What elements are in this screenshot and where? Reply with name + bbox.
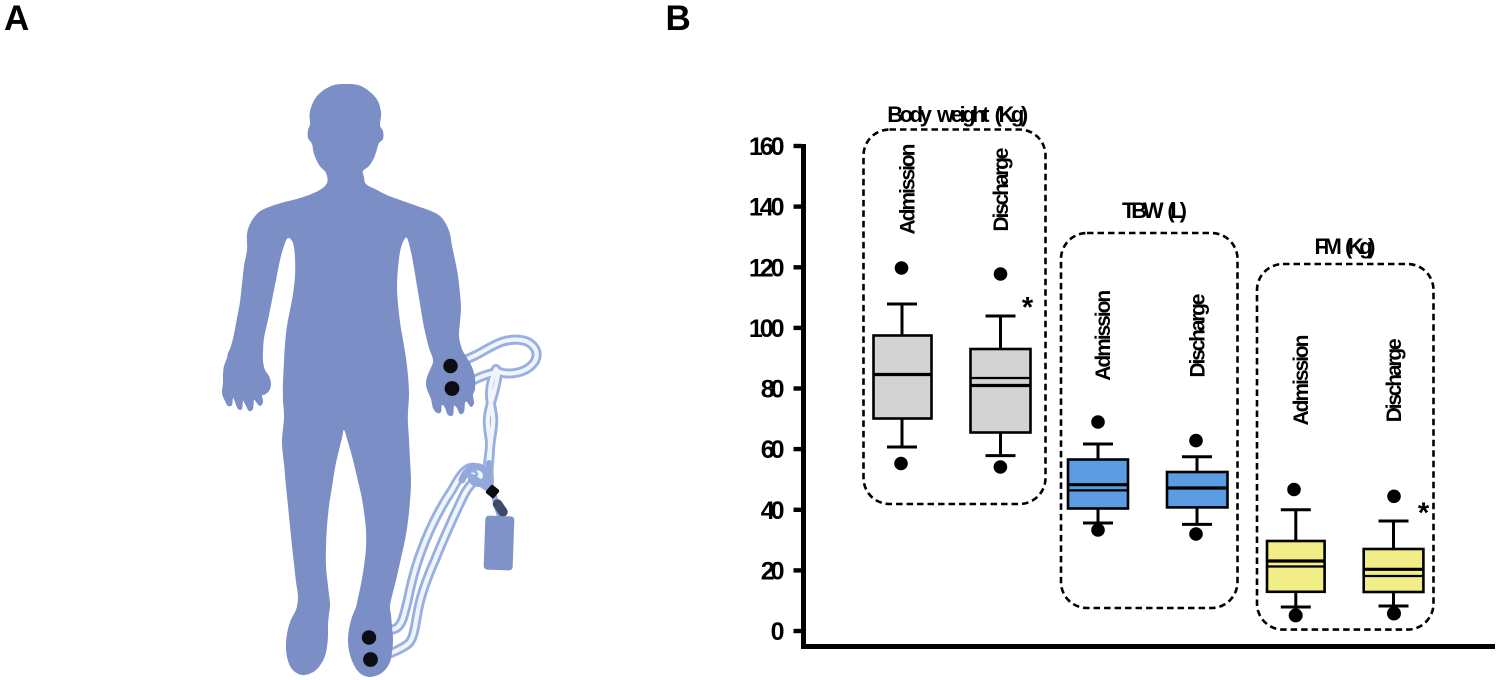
svg-text:Admission: Admission [1290,335,1313,426]
svg-text:Admission: Admission [897,144,920,235]
svg-text:120: 120 [749,254,785,282]
svg-text:Discharge: Discharge [1187,294,1210,378]
svg-text:Admission: Admission [1092,290,1115,381]
svg-text:0: 0 [771,618,785,646]
svg-text:*: * [1022,292,1034,324]
svg-text:Body weight (Kg): Body weight (Kg) [887,102,1028,127]
svg-text:80: 80 [761,376,785,404]
svg-text:TBW (L): TBW (L) [1122,198,1187,223]
svg-text:A: A [4,0,29,38]
svg-text:40: 40 [761,497,785,525]
svg-text:Discharge: Discharge [1383,338,1406,422]
svg-text:20: 20 [761,557,785,585]
svg-text:160: 160 [749,133,785,161]
svg-text:*: * [1418,497,1430,529]
svg-text:FM (Kg): FM (Kg) [1315,234,1376,259]
svg-text:100: 100 [749,315,785,343]
svg-text:B: B [666,0,691,38]
svg-text:140: 140 [749,194,785,222]
svg-text:Discharge: Discharge [990,148,1013,232]
svg-text:60: 60 [761,436,785,464]
